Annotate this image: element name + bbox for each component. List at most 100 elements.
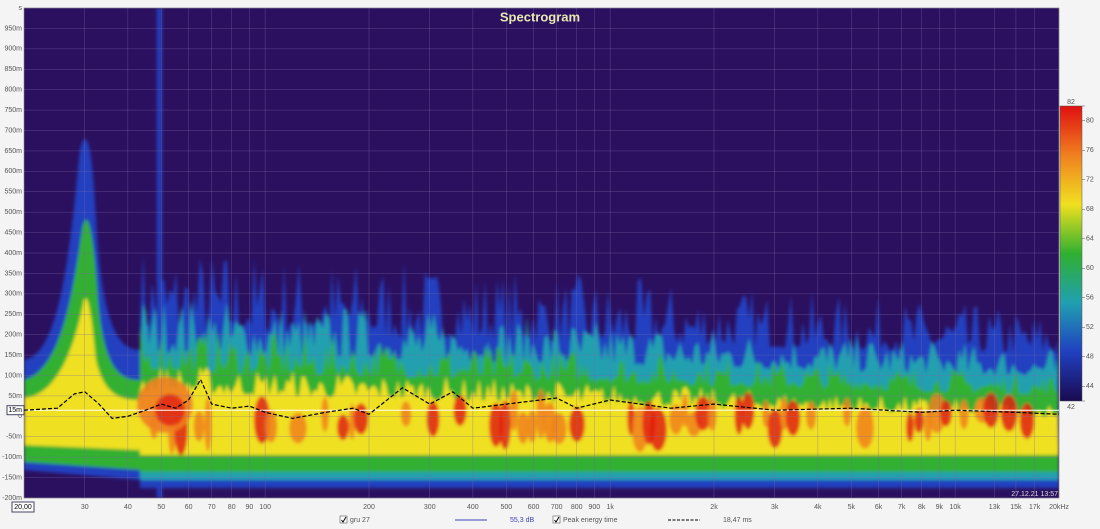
heat-core (289, 412, 307, 444)
legend-value: 55,3 dB (510, 517, 534, 524)
heat-core (1019, 402, 1035, 439)
x-tick-label: 400 (467, 504, 479, 511)
x-tick-label: 10k (949, 504, 961, 511)
heat-core (806, 401, 816, 430)
x-tick-label: 2k (710, 504, 718, 511)
x-cursor-label: 20,00 (14, 504, 32, 511)
heat-core (536, 389, 546, 439)
colorbar-tick-label: 60 (1086, 265, 1094, 272)
y-tick-label: 750m (4, 107, 22, 114)
y-tick-label: 50m (8, 393, 22, 400)
x-tick-label: 8k (918, 504, 926, 511)
x-tick-label: 900 (589, 504, 601, 511)
x-tick-label: 15k (1010, 504, 1022, 511)
heat-core (928, 393, 946, 434)
x-tick-label: 6k (875, 504, 883, 511)
heat-core (569, 407, 585, 442)
y-tick-label: 400m (4, 250, 22, 257)
heat-core (906, 412, 914, 442)
y-tick-label: 700m (4, 127, 22, 134)
heat-core (353, 403, 369, 435)
y-tick-label: -150m (2, 474, 22, 481)
x-tick-label: 3k (771, 504, 779, 511)
colorbar-tick-label: 64 (1086, 236, 1094, 243)
colorbar (1059, 105, 1083, 402)
x-tick-label: 1k (606, 504, 614, 511)
heat-core (348, 403, 356, 440)
y-tick-label: -50m (6, 434, 22, 441)
peak-energy-line (23, 379, 1060, 419)
x-tick-label: 500 (500, 504, 512, 511)
heat-core (762, 400, 770, 428)
heat-core (940, 400, 952, 427)
y-tick-label: -100m (2, 454, 22, 461)
heat-core (785, 400, 801, 436)
heat-blob (24, 298, 140, 450)
heat-core (337, 414, 349, 441)
colorbar-tick-label: 76 (1086, 147, 1094, 154)
x-cursor-box (11, 501, 35, 513)
x-tick-label: 80 (228, 504, 236, 511)
x-tick-label: 700 (551, 504, 563, 511)
x-tick-label: 600 (528, 504, 540, 511)
x-tick-label: 7k (898, 504, 906, 511)
colorbar-tick-label: 42 (1067, 404, 1075, 411)
colorbar-tick-label: 56 (1086, 295, 1094, 302)
x-tick-label: 17k (1029, 504, 1041, 511)
heat-core (489, 402, 503, 447)
heat-core (517, 411, 529, 444)
legend-checkbox[interactable] (552, 515, 561, 524)
heat-core (321, 396, 329, 432)
y-tick-label: 950m (4, 25, 22, 32)
heat-core (264, 409, 278, 443)
x-tick-label: 70 (208, 504, 216, 511)
colorbar-tick-label: 80 (1086, 118, 1094, 125)
colorbar-tick-label: 44 (1086, 383, 1094, 390)
heat-core (527, 409, 537, 443)
legend-checkbox[interactable] (339, 515, 348, 524)
x-tick-label: 300 (424, 504, 436, 511)
y-tick-label: -200m (2, 495, 22, 502)
grid (24, 7, 1060, 499)
colorbar-tick-label: 48 (1086, 354, 1094, 361)
y-tick-label: 850m (4, 66, 22, 73)
legend-name: gru 27 (350, 517, 370, 524)
y-tick-label: 550m (4, 189, 22, 196)
legend-check (554, 516, 560, 523)
timestamp: 27.12.21 13:57 (1011, 491, 1058, 498)
y-cursor-label: 15m (8, 407, 22, 414)
legend-check (341, 516, 347, 523)
x-tick-label: 30 (81, 504, 89, 511)
y-tick-label: 250m (4, 311, 22, 318)
x-tick-label: 50 (157, 504, 165, 511)
legend: gru 27 55,3 dB Peak energy time 18,47 ms (339, 515, 752, 524)
x-tick-label: 100 (259, 504, 271, 511)
heat-core (856, 406, 874, 449)
y-tick-label: 300m (4, 291, 22, 298)
colorbar-tick-label: 52 (1086, 324, 1094, 331)
x-tick-label: 200 (363, 504, 375, 511)
y-tick-label: 450m (4, 229, 22, 236)
y-tick-label: 100m (4, 372, 22, 379)
y-tick-label: 200m (4, 332, 22, 339)
x-tick-label: 9k (936, 504, 944, 511)
legend-value: 18,47 ms (723, 517, 752, 524)
plot-frame (23, 7, 1060, 499)
legend-name: Peak energy time (563, 517, 618, 524)
heat-core (426, 401, 440, 437)
y-tick-label: 800m (4, 87, 22, 94)
colorbar-tick-label: 82 (1067, 99, 1075, 106)
x-tick-label: 13k (989, 504, 1001, 511)
heatmap (24, 8, 1059, 498)
x-tick-label: 40 (124, 504, 132, 511)
x-tick-label: 4k (814, 504, 822, 511)
x-tick-label: 5k (848, 504, 856, 511)
colorbar-tick-label: 72 (1086, 177, 1094, 184)
x-tick-label: 90 (245, 504, 253, 511)
y-tick-label: 650m (4, 148, 22, 155)
colorbar-tick-label: 68 (1086, 206, 1094, 213)
chart-title: Spectrogram (500, 9, 580, 24)
heat-core (669, 404, 683, 435)
heat-core (959, 399, 969, 430)
